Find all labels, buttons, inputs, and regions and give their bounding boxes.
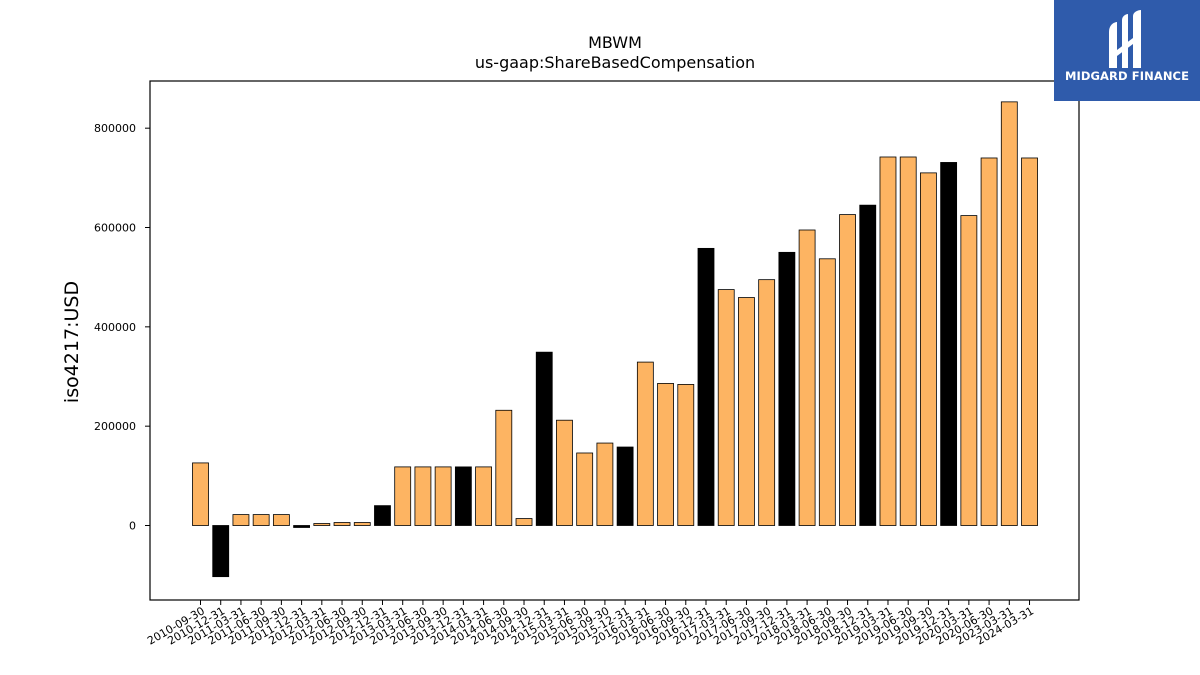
bar-2019-03-31 bbox=[879, 156, 897, 526]
bar-2013-03-31 bbox=[394, 466, 412, 526]
bar-2018-06-30 bbox=[818, 258, 836, 526]
bar-2024-03-31 bbox=[1021, 157, 1038, 526]
bar-2014-03-31 bbox=[475, 466, 492, 526]
y-axis-label: iso4217:USD bbox=[61, 281, 83, 403]
bar-2018-12-31 bbox=[859, 204, 877, 526]
bar-2014-12-31 bbox=[535, 351, 553, 526]
bar-2015-03-31 bbox=[556, 419, 573, 526]
bar-2015-06-30 bbox=[576, 452, 594, 526]
bar-2019-12-31 bbox=[940, 162, 958, 526]
bar-2013-09-30 bbox=[434, 466, 452, 526]
bar-2014-06-30 bbox=[495, 409, 513, 526]
midgard-finance-logo: MIDGARD FINANCE bbox=[1054, 0, 1200, 101]
bar-2012-09-30 bbox=[353, 522, 371, 526]
bar-2012-03-31 bbox=[313, 523, 331, 526]
y-tick-label: 200000 bbox=[94, 420, 136, 433]
plot-frame bbox=[149, 80, 1080, 601]
bar-2013-12-31 bbox=[454, 466, 472, 526]
bar-2017-03-31 bbox=[717, 289, 735, 526]
x-axis-ticks: 2010-09-302010-12-312011-03-312011-06-30… bbox=[145, 600, 1036, 648]
bar-2016-06-30 bbox=[657, 383, 674, 526]
bar-2015-12-31 bbox=[616, 446, 634, 526]
bar-2010-09-30 bbox=[192, 462, 209, 526]
bar-2017-06-30 bbox=[738, 297, 755, 526]
bar-2016-12-31 bbox=[697, 247, 715, 526]
midgard-logo-icon bbox=[1109, 10, 1141, 68]
bar-2011-06-30 bbox=[252, 514, 270, 526]
bar-2016-03-31 bbox=[636, 361, 654, 526]
bar-2020-03-31 bbox=[960, 215, 978, 526]
y-tick-label: 0 bbox=[129, 520, 136, 533]
bar-2012-12-31 bbox=[374, 505, 391, 526]
bar-2017-12-31 bbox=[778, 251, 796, 526]
bar-2011-12-31 bbox=[293, 525, 311, 528]
bar-2014-09-30 bbox=[515, 518, 533, 526]
bar-2015-09-30 bbox=[596, 442, 614, 526]
y-tick-label: 600000 bbox=[94, 222, 136, 235]
logo-text: MIDGARD FINANCE bbox=[1064, 69, 1190, 83]
chart-title: MBWM bbox=[588, 33, 642, 52]
bar-2011-03-31 bbox=[232, 514, 250, 526]
bar-2016-09-30 bbox=[677, 384, 695, 526]
y-tick-label: 400000 bbox=[94, 321, 136, 334]
bar-2011-09-30 bbox=[272, 514, 290, 526]
bar-2017-09-30 bbox=[758, 279, 776, 526]
bar-2010-12-31 bbox=[212, 525, 230, 578]
bar-2020-06-30 bbox=[980, 157, 998, 526]
bar-2023-03-31 bbox=[1000, 101, 1018, 526]
bar-2019-09-30 bbox=[920, 172, 937, 526]
bar-2018-09-30 bbox=[839, 214, 856, 526]
bar-2019-06-30 bbox=[899, 156, 917, 526]
bars-group bbox=[192, 101, 1038, 578]
bar-2018-03-31 bbox=[798, 229, 816, 526]
bar-2012-06-30 bbox=[333, 522, 351, 526]
y-tick-label: 800000 bbox=[94, 122, 136, 135]
y-axis-ticks: 0 200000 400000 600000 800000 bbox=[94, 122, 150, 533]
chart-subtitle: us-gaap:ShareBasedCompensation bbox=[475, 53, 755, 72]
bar-2013-06-30 bbox=[414, 466, 432, 526]
